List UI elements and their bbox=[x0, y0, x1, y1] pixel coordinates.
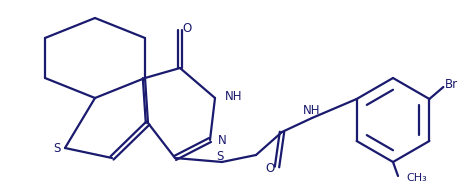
Text: O: O bbox=[182, 21, 192, 35]
Text: N: N bbox=[218, 134, 227, 146]
Text: NH: NH bbox=[303, 104, 321, 118]
Text: Br: Br bbox=[445, 78, 458, 91]
Text: CH₃: CH₃ bbox=[406, 173, 427, 183]
Text: S: S bbox=[53, 141, 61, 155]
Text: S: S bbox=[216, 150, 224, 163]
Text: O: O bbox=[265, 163, 275, 175]
Text: NH: NH bbox=[225, 90, 242, 102]
